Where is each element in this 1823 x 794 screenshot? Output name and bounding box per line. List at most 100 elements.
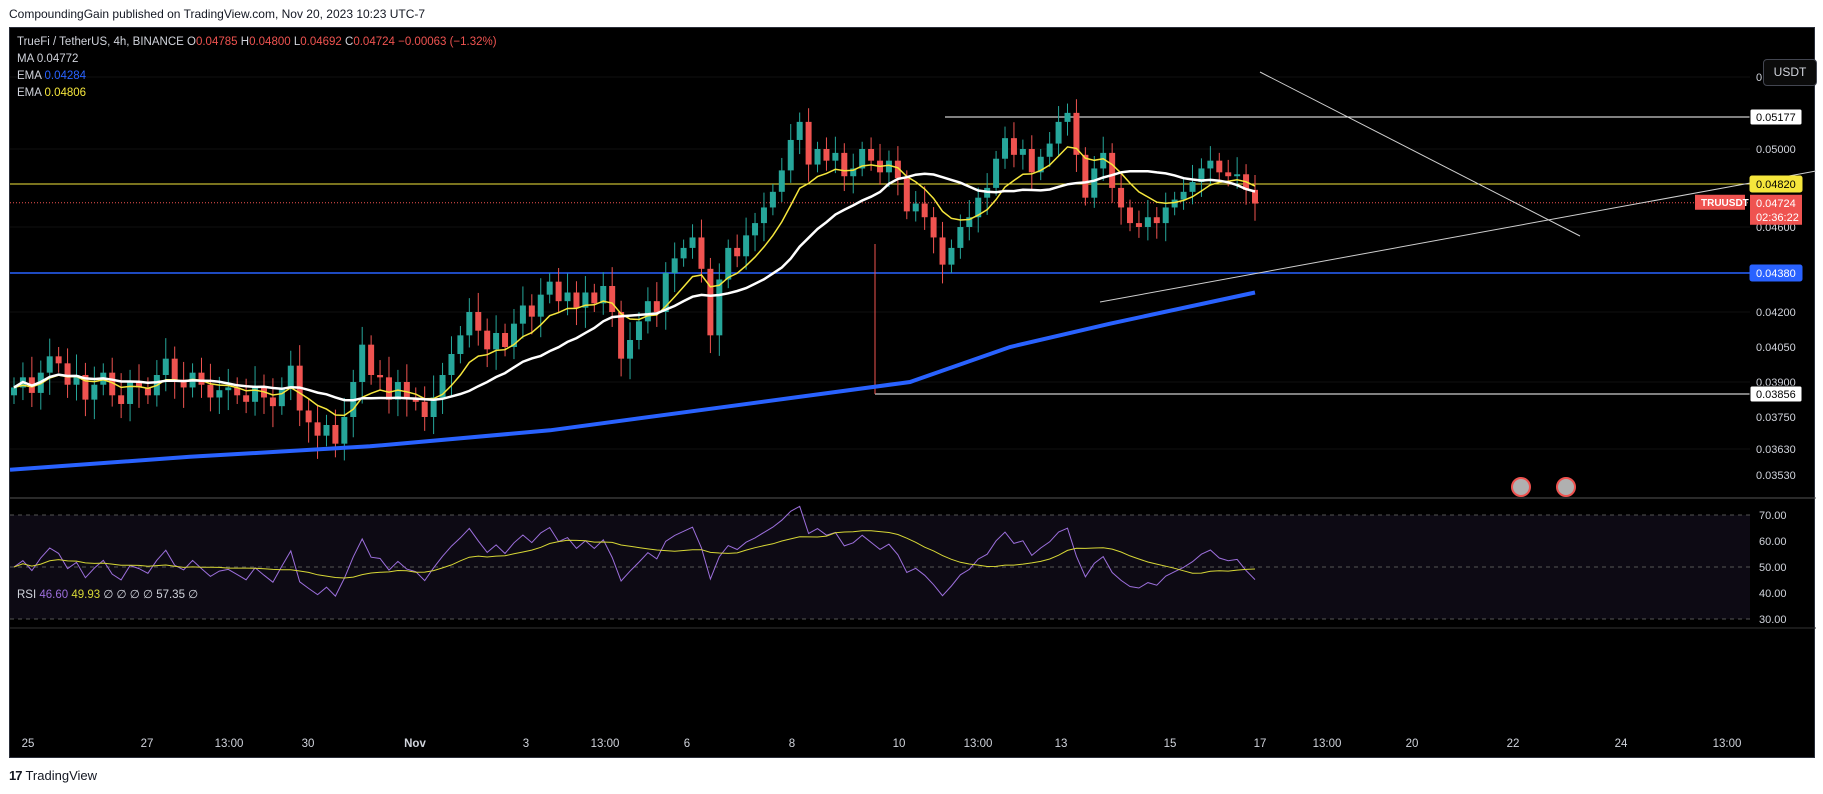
candle-body — [377, 375, 384, 378]
candle-body — [537, 294, 544, 317]
candle-body — [1207, 160, 1214, 169]
candle-body — [1234, 174, 1241, 177]
candle-body — [760, 207, 767, 224]
price-tick-label: 0.04050 — [1756, 342, 1796, 354]
candle-body — [109, 372, 116, 396]
candle-body — [716, 279, 723, 336]
candle-body — [1082, 154, 1089, 198]
candle-body — [484, 330, 491, 350]
low-value: 0.04692 — [300, 36, 342, 48]
time-tick-label: 17 — [1254, 738, 1267, 750]
price-tag-label: 0.04820 — [1756, 179, 1796, 191]
candle-body — [519, 305, 526, 324]
candle-body — [475, 312, 482, 331]
price-chart-svg[interactable]: 0.054000.050000.046000.042000.040500.039… — [10, 28, 1816, 759]
candle-body — [894, 160, 901, 179]
moving-averages — [10, 146, 1256, 472]
symbol-name: TrueFi / TetherUS, 4h, BINANCE — [17, 36, 184, 48]
candle-body — [385, 377, 392, 400]
open-label: O — [187, 36, 196, 48]
candle-body — [430, 397, 437, 417]
time-tick-label: 27 — [141, 738, 154, 750]
candle-body — [921, 203, 928, 218]
candle-body — [457, 335, 464, 354]
candle-body — [144, 387, 151, 396]
candle-body — [1055, 121, 1062, 144]
ema-slow-line — [10, 290, 1256, 472]
candle-body — [796, 121, 803, 140]
ma-value: 0.04772 — [36, 53, 79, 65]
chart-area[interactable]: 0.054000.050000.046000.042000.040500.039… — [9, 27, 1817, 759]
price-tag-box — [1749, 108, 1803, 126]
ema-label: EMA — [17, 70, 42, 82]
candle-body — [403, 382, 410, 398]
candle-body — [305, 410, 312, 423]
price-tags: 0.05177 0.04820 0.04380 0.03856 TRUUSDT 0.047… — [1695, 108, 1803, 403]
candle-body — [618, 312, 625, 359]
publisher-header: CompoundingGain published on TradingView… — [9, 7, 426, 21]
price-tick-label: 0.04200 — [1756, 307, 1796, 319]
ascending-trendline — [1099, 170, 1816, 303]
candle-body — [1073, 112, 1080, 155]
time-tick-label: 13:00 — [1313, 738, 1342, 750]
candle-body — [314, 422, 321, 436]
rsi-tick-label: 70.00 — [1759, 510, 1787, 522]
candle-body — [653, 301, 660, 312]
candle-body — [841, 152, 848, 177]
candle-body — [725, 247, 732, 280]
candle-body — [671, 258, 678, 273]
candle-body — [582, 292, 589, 308]
low-label: L — [293, 36, 301, 48]
ma-label: MA — [17, 53, 34, 65]
candle-body — [546, 281, 553, 295]
candle-body — [1225, 172, 1232, 177]
candle-body — [439, 375, 446, 398]
candle-body — [609, 286, 616, 312]
ema-row-1[interactable]: EMA 0.04284 — [17, 68, 497, 85]
time-tick-label: 13 — [1055, 738, 1068, 750]
price-tag-box — [1749, 264, 1803, 282]
candle-body — [1100, 152, 1107, 169]
time-axis: 25 27 13:00 30 Nov 3 13:00 6 8 10 13:00 13 15 17 13:00… — [10, 627, 1816, 750]
candle-body — [171, 358, 178, 380]
candle-body — [82, 375, 89, 400]
candle-body — [1252, 189, 1258, 204]
candle-body — [1153, 217, 1160, 224]
horizontal-levels — [10, 183, 1756, 274]
candle-body — [225, 387, 232, 391]
candle-body — [850, 168, 857, 177]
price-tag-box — [1749, 175, 1803, 193]
change-value: −0.00063 (−1.32%) — [398, 36, 497, 48]
time-tick-label: 25 — [22, 738, 35, 750]
candle-body — [243, 395, 250, 402]
rsi-tick-label: 50.00 — [1759, 562, 1787, 574]
price-tag-label: 0.03856 — [1756, 389, 1796, 401]
candle-body — [689, 237, 696, 248]
currency-button[interactable]: USDT — [1763, 59, 1817, 86]
candle-body — [252, 387, 259, 402]
time-tick-label: 13:00 — [215, 738, 244, 750]
ema-label: EMA — [17, 87, 42, 99]
candle-body — [644, 301, 651, 322]
grid — [10, 76, 1750, 450]
close-label: C — [345, 36, 354, 48]
candle-body — [1189, 182, 1196, 192]
candle-body — [1216, 160, 1223, 173]
ma-row[interactable]: MA 0.04772 — [17, 51, 497, 68]
candle-body — [787, 139, 794, 171]
rsi-legend[interactable]: RSI 46.60 49.93 ∅ ∅ ∅ ∅ 57.35 ∅ — [17, 587, 198, 601]
open-value: 0.04785 — [195, 36, 238, 48]
price-tick-label: 0.03530 — [1756, 470, 1796, 482]
candle-body — [680, 247, 687, 259]
time-tick-label: 13:00 — [964, 738, 993, 750]
candle-body — [1019, 149, 1026, 155]
rsi-tick-label: 40.00 — [1759, 588, 1787, 600]
trendlines — [874, 71, 1816, 395]
candle-body — [55, 356, 62, 364]
candle-body — [421, 401, 428, 417]
rsi-line — [13, 505, 1256, 597]
ema-row-2[interactable]: EMA 0.04806 — [17, 85, 497, 102]
candle-body — [859, 149, 866, 169]
candle-body — [868, 149, 875, 161]
candle-body — [1037, 156, 1044, 173]
